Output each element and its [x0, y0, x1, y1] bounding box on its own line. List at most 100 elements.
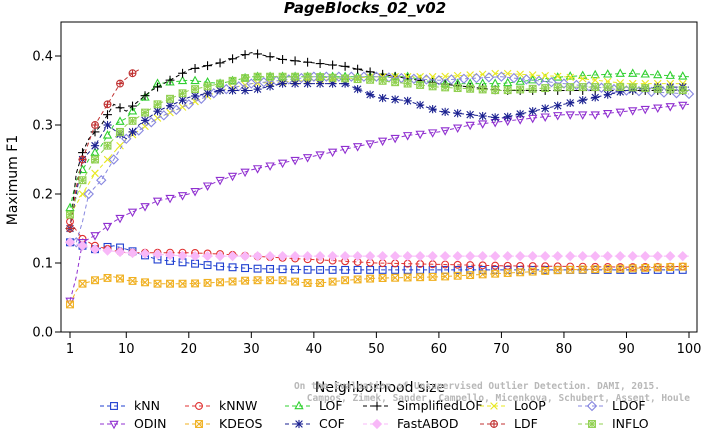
data-point-marker: [590, 250, 601, 262]
data-point-marker: [566, 83, 575, 92]
series-INFLO: [66, 72, 690, 219]
data-point-marker: [240, 168, 250, 178]
data-point-marker: [515, 250, 526, 262]
data-point-marker: [678, 101, 688, 111]
plot-frame: [60, 21, 698, 333]
data-point-marker: [64, 237, 76, 248]
data-point-marker: [371, 418, 383, 430]
data-point-marker: [294, 419, 304, 429]
data-point-marker: [240, 86, 250, 95]
legend: kNN kNNW LOF SimplifiedLOF LoOP LDOF ODIN KDEOS…: [100, 398, 649, 431]
legend-label: LDOF: [612, 398, 646, 413]
data-point-marker: [403, 96, 412, 105]
data-point-marker: [246, 78, 257, 89]
data-point-marker: [377, 137, 388, 147]
data-point-marker: [541, 104, 550, 113]
data-point-marker: [303, 72, 312, 81]
data-point-marker: [316, 279, 325, 287]
data-point-marker: [78, 155, 87, 164]
data-point-marker: [496, 71, 507, 82]
data-point-marker: [378, 76, 387, 85]
data-point-marker: [166, 94, 174, 103]
data-point-marker: [665, 250, 676, 262]
data-point-marker: [603, 69, 613, 78]
data-point-marker: [166, 279, 174, 288]
data-point-marker: [278, 265, 287, 274]
data-point-marker: [91, 121, 99, 129]
data-point-marker: [89, 244, 101, 255]
data-point-marker: [466, 265, 475, 274]
data-point-marker: [590, 69, 600, 79]
data-point-marker: [228, 54, 237, 64]
data-point-marker: [266, 264, 275, 273]
data-point-marker: [253, 49, 262, 59]
data-point-marker: [565, 250, 576, 262]
data-point-marker: [366, 90, 375, 99]
data-point-marker: [553, 112, 563, 121]
data-point-marker: [566, 73, 574, 82]
data-point-marker: [541, 71, 549, 80]
data-point-marker: [195, 402, 203, 410]
x-axis-label: Neighborhood size: [315, 380, 445, 396]
legend-label: INFLO: [612, 416, 649, 431]
data-point-marker: [215, 176, 225, 186]
data-point-marker: [165, 194, 175, 204]
data-point-marker: [252, 250, 263, 262]
data-point-marker: [490, 78, 500, 87]
data-point-marker: [478, 85, 487, 94]
data-point-marker: [578, 96, 587, 105]
data-point-marker: [453, 265, 462, 274]
data-point-marker: [203, 278, 212, 287]
data-point-marker: [228, 86, 237, 95]
data-point-marker: [591, 93, 600, 102]
data-point-marker: [452, 124, 463, 133]
data-point-marker: [277, 159, 288, 169]
legend-label: ODIN: [134, 416, 167, 431]
data-point-marker: [78, 279, 87, 288]
x-tick-label: 40: [306, 342, 323, 357]
y-tick-label: 0.2: [32, 188, 53, 203]
data-point-marker: [615, 108, 625, 118]
x-tick-label: 50: [368, 342, 385, 357]
data-point-marker: [666, 263, 675, 272]
data-point-marker: [440, 127, 450, 136]
data-point-marker: [478, 270, 487, 279]
data-point-marker: [603, 110, 613, 119]
data-point-marker: [552, 250, 563, 262]
data-point-marker: [541, 84, 550, 93]
data-point-marker: [241, 276, 250, 285]
data-point-marker: [352, 250, 363, 262]
data-point-marker: [527, 250, 538, 262]
data-point-marker: [103, 141, 112, 150]
data-point-marker: [678, 262, 687, 271]
data-point-marker: [640, 105, 650, 115]
legend-item-LoOP: LoOP: [480, 398, 546, 413]
data-point-marker: [446, 74, 457, 85]
data-point-marker: [291, 277, 300, 286]
x-tick-label: 60: [431, 342, 448, 357]
data-point-marker: [578, 70, 588, 79]
data-point-marker: [341, 74, 350, 83]
data-point-marker: [421, 74, 432, 85]
data-point-marker: [466, 84, 475, 93]
data-point-marker: [140, 116, 150, 125]
data-point-marker: [102, 245, 113, 256]
data-point-marker: [190, 75, 200, 85]
data-point-marker: [202, 182, 213, 191]
data-point-marker: [591, 83, 600, 92]
data-point-marker: [139, 248, 151, 259]
legend-item-FastABOD: FastABOD: [363, 416, 459, 431]
data-point-marker: [553, 266, 562, 275]
data-point-marker: [291, 72, 300, 81]
data-point-marker: [453, 109, 462, 118]
legend-label: FastABOD: [397, 416, 459, 431]
data-point-marker: [315, 151, 325, 160]
data-point-marker: [141, 278, 149, 287]
data-point-marker: [202, 250, 213, 262]
data-point-marker: [652, 250, 663, 262]
data-point-marker: [503, 86, 512, 95]
x-tick-label: 1: [66, 342, 74, 357]
series-line: [69, 72, 690, 208]
data-point-marker: [109, 420, 119, 430]
data-point-marker: [127, 247, 138, 259]
